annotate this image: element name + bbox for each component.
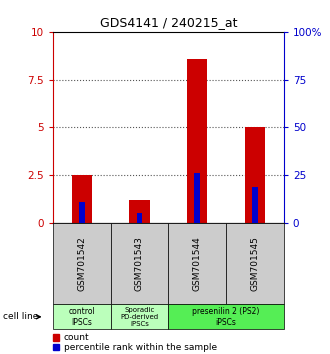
Text: cell line: cell line [3, 312, 39, 321]
Bar [252, 187, 258, 223]
Bar [194, 173, 200, 223]
Bar [79, 202, 84, 223]
Bar [245, 127, 265, 223]
Text: Sporadic
PD-derived
iPSCs: Sporadic PD-derived iPSCs [120, 307, 158, 327]
Text: control
IPSCs: control IPSCs [68, 307, 95, 326]
Text: percentile rank within the sample: percentile rank within the sample [64, 343, 217, 352]
Bar [129, 200, 149, 223]
Text: GSM701544: GSM701544 [193, 236, 202, 291]
Text: GSM701543: GSM701543 [135, 236, 144, 291]
Text: GSM701542: GSM701542 [77, 236, 86, 291]
Text: GSM701545: GSM701545 [250, 236, 259, 291]
Text: presenilin 2 (PS2)
iPSCs: presenilin 2 (PS2) iPSCs [192, 307, 260, 326]
Bar [72, 175, 92, 223]
Bar [137, 213, 142, 223]
Title: GDS4141 / 240215_at: GDS4141 / 240215_at [100, 16, 237, 29]
Bar [187, 59, 207, 223]
Text: count: count [64, 333, 89, 342]
